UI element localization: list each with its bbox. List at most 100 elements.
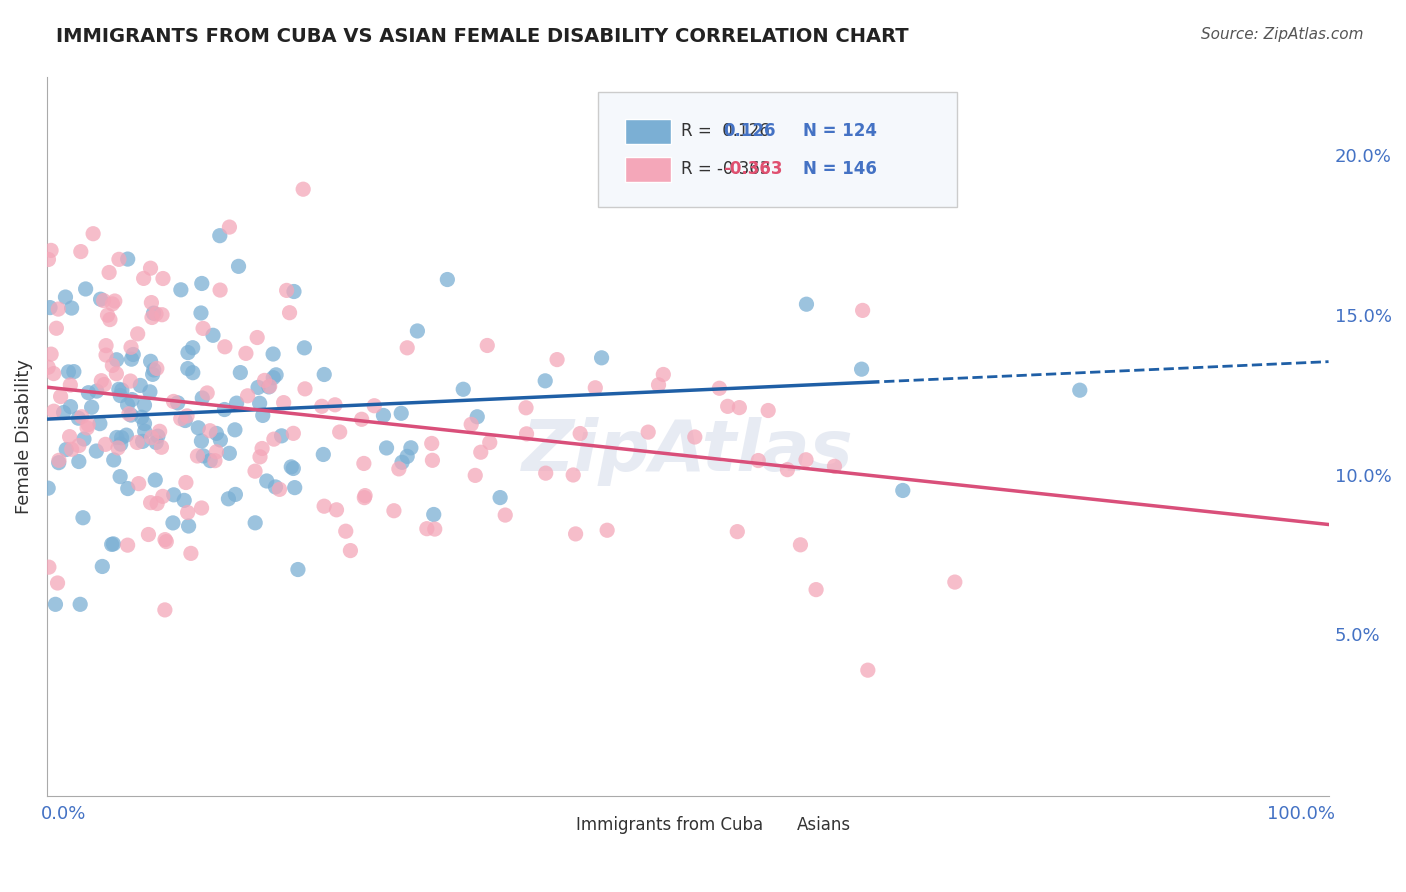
Immigrants from Cuba xyxy=(249,396,271,410)
Asians xyxy=(709,381,731,395)
Immigrants from Cuba xyxy=(218,446,240,460)
Text: Source: ZipAtlas.com: Source: ZipAtlas.com xyxy=(1201,27,1364,42)
Asians xyxy=(76,421,98,435)
Text: R =  0.126: R = 0.126 xyxy=(682,122,770,140)
Immigrants from Cuba xyxy=(217,491,239,506)
Asians xyxy=(276,284,298,298)
Asians xyxy=(195,386,218,401)
Asians xyxy=(141,431,163,445)
Immigrants from Cuba xyxy=(228,260,250,274)
Asians xyxy=(236,389,259,403)
Immigrants from Cuba xyxy=(177,361,200,376)
Text: Asians: Asians xyxy=(797,815,851,834)
Immigrants from Cuba xyxy=(67,454,90,468)
Asians xyxy=(152,271,174,285)
Immigrants from Cuba xyxy=(131,434,153,449)
Immigrants from Cuba xyxy=(103,453,125,467)
Asians xyxy=(396,341,419,355)
Immigrants from Cuba xyxy=(121,392,143,407)
Immigrants from Cuba xyxy=(270,429,292,443)
Asians xyxy=(153,533,176,547)
Asians xyxy=(93,377,115,392)
Asians xyxy=(728,401,751,415)
Immigrants from Cuba xyxy=(190,306,212,320)
Asians xyxy=(59,430,82,444)
Immigrants from Cuba xyxy=(205,426,228,441)
Asians xyxy=(263,432,285,446)
Asians xyxy=(515,401,537,415)
Immigrants from Cuba xyxy=(200,453,222,467)
Immigrants from Cuba xyxy=(191,277,214,291)
Immigrants from Cuba xyxy=(122,347,145,361)
Asians xyxy=(152,489,174,503)
Immigrants from Cuba xyxy=(375,441,398,455)
Asians xyxy=(269,483,291,497)
Asians xyxy=(180,546,202,560)
Asians xyxy=(98,312,121,326)
Asians xyxy=(149,425,172,439)
Asians xyxy=(350,412,373,426)
Immigrants from Cuba xyxy=(115,428,138,442)
Immigrants from Cuba xyxy=(373,409,395,423)
Immigrants from Cuba xyxy=(193,449,215,463)
FancyBboxPatch shape xyxy=(742,814,789,837)
Asians xyxy=(48,453,70,467)
Asians xyxy=(107,441,129,455)
Immigrants from Cuba xyxy=(177,519,200,533)
Text: 0.0%: 0.0% xyxy=(41,805,86,822)
Asians xyxy=(325,503,347,517)
Text: N = 146: N = 146 xyxy=(803,161,877,178)
Asians xyxy=(139,496,162,510)
Asians xyxy=(96,308,118,322)
Asians xyxy=(283,426,305,441)
Immigrants from Cuba xyxy=(422,508,444,522)
Asians xyxy=(204,453,226,467)
Asians xyxy=(756,403,779,417)
Immigrants from Cuba xyxy=(174,413,197,427)
Asians xyxy=(354,489,377,503)
Asians xyxy=(38,560,60,574)
Immigrants from Cuba xyxy=(796,297,818,311)
Asians xyxy=(470,445,492,459)
Asians xyxy=(209,283,232,297)
Immigrants from Cuba xyxy=(121,352,143,367)
Asians xyxy=(278,306,301,320)
Asians xyxy=(246,330,269,344)
Asians xyxy=(292,182,315,196)
Immigrants from Cuba xyxy=(396,450,419,464)
Asians xyxy=(314,499,336,513)
FancyBboxPatch shape xyxy=(524,814,571,837)
Asians xyxy=(569,426,592,441)
Immigrants from Cuba xyxy=(209,433,232,447)
Immigrants from Cuba xyxy=(162,516,184,530)
Immigrants from Cuba xyxy=(146,429,169,443)
Asians xyxy=(132,271,155,285)
Asians xyxy=(101,359,124,373)
Immigrants from Cuba xyxy=(143,473,166,487)
Asians xyxy=(747,453,769,467)
Asians xyxy=(335,524,357,539)
Immigrants from Cuba xyxy=(177,345,200,359)
Text: 100.0%: 100.0% xyxy=(1267,805,1334,822)
Asians xyxy=(477,338,499,352)
Asians xyxy=(141,295,163,310)
Immigrants from Cuba xyxy=(117,482,139,496)
FancyBboxPatch shape xyxy=(598,92,957,207)
Asians xyxy=(329,425,352,439)
Immigrants from Cuba xyxy=(67,411,90,425)
Asians xyxy=(120,374,142,388)
Text: -0.363: -0.363 xyxy=(724,161,783,178)
Immigrants from Cuba xyxy=(59,400,82,414)
Asians xyxy=(101,297,124,311)
Immigrants from Cuba xyxy=(105,352,128,367)
Immigrants from Cuba xyxy=(86,444,108,458)
Immigrants from Cuba xyxy=(201,328,224,343)
Asians xyxy=(94,437,117,451)
Immigrants from Cuba xyxy=(534,374,557,388)
Asians xyxy=(128,476,150,491)
Asians xyxy=(105,367,128,381)
Immigrants from Cuba xyxy=(52,406,75,420)
Immigrants from Cuba xyxy=(108,469,131,483)
Immigrants from Cuba xyxy=(257,380,280,394)
Immigrants from Cuba xyxy=(262,347,284,361)
